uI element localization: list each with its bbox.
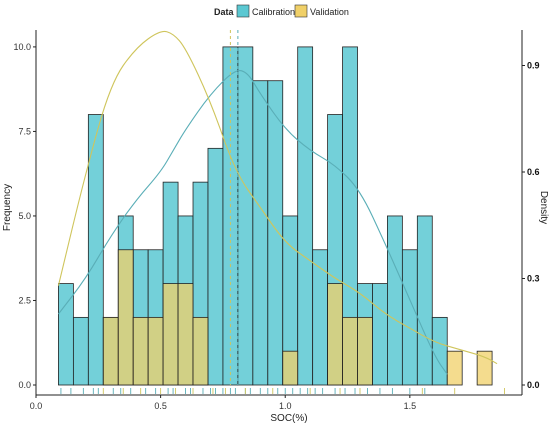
bar-calibration-22 xyxy=(387,215,403,386)
bar-validation-26 xyxy=(446,350,463,386)
bar-calibration-12 xyxy=(237,46,254,386)
density-curve-calibration xyxy=(57,70,448,375)
bar-calibration-21 xyxy=(372,283,388,386)
bar-calibration-10 xyxy=(207,147,224,386)
y-tick-label-2: 5.0 xyxy=(18,211,31,221)
y2-tick-label-3: 0.9 xyxy=(527,61,540,71)
y2-axis-title: Density xyxy=(538,191,549,224)
y2-tick-label-0: 0.0 xyxy=(527,380,540,390)
bar-calibration-17 xyxy=(312,249,328,386)
y-tick-label-0: 0.0 xyxy=(18,380,31,390)
x-tick-label-2: 1.0 xyxy=(279,401,292,411)
plot-area: 0.0 0.5 1.0 1.5 0.0 2.5 5.0 7.5 10.0 0.0 0.3 0.6 0.9… xyxy=(2,30,549,424)
y-tick-label-1: 2.5 xyxy=(18,295,31,305)
bar-validation-5 xyxy=(132,316,149,386)
bar-validation-18 xyxy=(327,283,343,386)
legend-title: Data xyxy=(214,7,235,17)
bar-validation-28 xyxy=(476,350,493,386)
x-tick-label-3: 1.5 xyxy=(404,401,417,411)
bar-validation-4 xyxy=(117,249,134,386)
bar-calibration-25 xyxy=(431,316,448,386)
legend-label-validation: Validation xyxy=(310,7,349,17)
bar-validation-7 xyxy=(162,283,179,386)
bar-validation-9 xyxy=(192,316,209,386)
bar-calibration-23 xyxy=(401,249,418,386)
x-tick-label-0: 0.0 xyxy=(30,401,43,411)
bar-validation-19 xyxy=(342,316,358,386)
bar-calibration-1 xyxy=(72,316,89,386)
legend-label-calibration: Calibration xyxy=(252,7,295,17)
legend: Data Calibration Validation xyxy=(214,4,349,18)
x-axis-title: SOC(%) xyxy=(270,413,307,424)
legend-swatch-calibration xyxy=(236,4,250,18)
bar-calibration-0 xyxy=(58,283,74,386)
bar-validation-6 xyxy=(147,316,164,386)
bar-validation-15 xyxy=(282,350,299,386)
density-curve-validation xyxy=(57,30,498,365)
x-tick-label-1: 0.5 xyxy=(154,401,167,411)
bar-calibration-14 xyxy=(267,80,284,386)
y2-tick-label-1: 0.3 xyxy=(527,274,540,284)
y-tick-label-3: 7.5 xyxy=(18,126,31,136)
y-axis-title: Frequency xyxy=(2,184,13,231)
bar-validation-3 xyxy=(102,316,119,386)
y-tick-label-4: 10.0 xyxy=(13,42,31,52)
legend-swatch-validation xyxy=(294,4,308,18)
bar-validation-8 xyxy=(177,283,194,386)
y2-tick-label-2: 0.6 xyxy=(527,167,540,177)
bar-calibration-16 xyxy=(297,46,314,386)
bar-calibration-13 xyxy=(252,80,269,386)
bar-validation-20 xyxy=(357,316,373,386)
bar-calibration-24 xyxy=(416,215,433,386)
